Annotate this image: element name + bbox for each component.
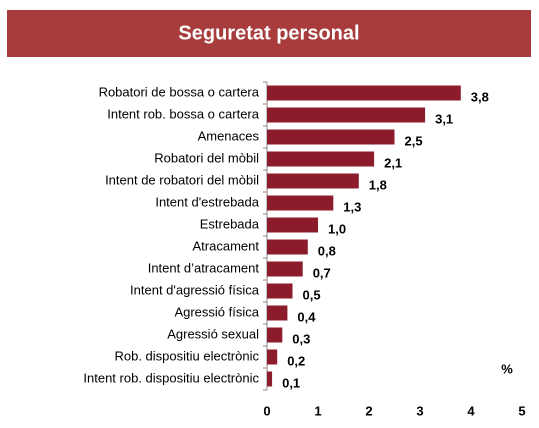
bar xyxy=(267,371,273,387)
bar xyxy=(267,195,334,211)
y-tick-label: Estrebada xyxy=(200,216,260,231)
bar xyxy=(267,261,303,277)
x-tick-label: 5 xyxy=(518,403,525,418)
value-label: 0,4 xyxy=(297,309,316,324)
x-tick-label: 3 xyxy=(416,403,423,418)
bar xyxy=(267,327,283,343)
bar xyxy=(267,349,278,365)
y-tick-label: Agressió física xyxy=(174,304,259,319)
bar xyxy=(267,283,293,299)
y-tick-label: Intent de robatori del mòbil xyxy=(105,172,259,187)
x-tick-label: 1 xyxy=(314,403,321,418)
title-banner xyxy=(7,10,531,57)
y-tick-label: Intent rob. bossa o cartera xyxy=(107,106,260,121)
value-label: 0,5 xyxy=(303,287,321,302)
bar xyxy=(267,239,308,255)
value-label: 3,8 xyxy=(471,89,489,104)
x-tick-label: 0 xyxy=(263,403,270,418)
x-tick-label: 2 xyxy=(365,403,372,418)
x-tick-label: 4 xyxy=(467,403,475,418)
bar xyxy=(267,217,318,233)
value-label: 0,1 xyxy=(282,375,300,390)
value-label: 1,0 xyxy=(328,221,346,236)
y-tick-label: Intent d'estrebada xyxy=(155,194,259,209)
y-tick-label: Atracament xyxy=(193,238,260,253)
y-tick-label: Agressió sexual xyxy=(167,326,259,341)
y-tick-label: Intent rob. dispositiu electrònic xyxy=(83,370,259,385)
value-label: 1,3 xyxy=(343,199,361,214)
y-tick-label: Amenaces xyxy=(198,128,260,143)
value-label: 0,7 xyxy=(313,265,331,280)
y-tick-label: Intent d’atracament xyxy=(148,260,260,275)
bar xyxy=(267,305,288,321)
y-tick-label: Robatori de bossa o cartera xyxy=(99,84,260,99)
y-tick-label: Intent d'agressió física xyxy=(130,282,260,297)
value-label: 0,2 xyxy=(287,353,305,368)
bar xyxy=(267,173,359,189)
bar xyxy=(267,107,426,123)
value-label: 1,8 xyxy=(369,177,387,192)
unit-annotation: % xyxy=(501,361,513,376)
chart-title: Seguretat personal xyxy=(178,22,359,44)
bar xyxy=(267,151,375,167)
y-tick-label: Rob. dispositiu electrònic xyxy=(114,348,259,363)
bar xyxy=(267,129,395,145)
y-tick-label: Robatori del mòbil xyxy=(154,150,259,165)
value-label: 2,5 xyxy=(405,133,423,148)
value-label: 2,1 xyxy=(384,155,402,170)
value-label: 0,8 xyxy=(318,243,336,258)
bar xyxy=(267,85,461,101)
value-label: 0,3 xyxy=(292,331,310,346)
value-label: 3,1 xyxy=(435,111,453,126)
